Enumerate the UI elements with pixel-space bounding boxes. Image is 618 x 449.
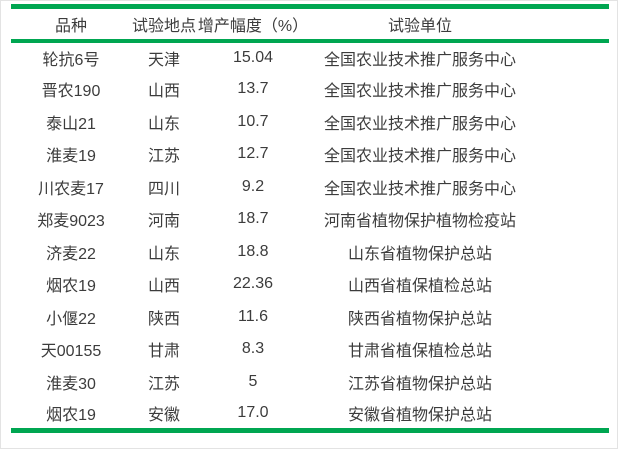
wheat-trial-results-table: 品种 试验地点 增产幅度（%） 试验单位 轮抗6号 天津 15.04 全国农业技术推广服务中… — [11, 4, 609, 433]
cell-yield_increase_pct: 10.7 — [237, 112, 269, 130]
table-row: 烟农19 安徽 17.0 安徽省植物保护总站 — [11, 398, 609, 431]
cell-yield_increase_pct: 22.36 — [232, 275, 274, 293]
table-row: 晋农190 山西 13.7 全国农业技术推广服务中心 — [11, 73, 609, 106]
cell-test_unit: 江苏省植物保护总站 — [347, 375, 492, 393]
cell-yield_increase_pct: 12.7 — [237, 145, 269, 163]
cell-variety: 烟农19 — [46, 407, 96, 424]
table-body: 轮抗6号 天津 15.04 全国农业技术推广服务中心 晋农190 山西 13.7 全国农业技术… — [11, 41, 609, 431]
cell-yield_increase_pct: 17.0 — [237, 404, 269, 421]
cell-test_unit: 全国农业技术推广服务中心 — [323, 148, 516, 166]
cell-variety: 淮麦30 — [46, 375, 96, 393]
cell-location: 山东 — [147, 115, 180, 133]
column-header-variety: 品种 — [11, 6, 131, 43]
cell-variety: 郑麦9023 — [37, 213, 105, 231]
cell-test_unit: 山西省植保植检总站 — [347, 278, 492, 296]
cell-yield_increase_pct: 18.7 — [237, 210, 269, 228]
cell-variety: 晋农190 — [41, 83, 101, 101]
cell-test_unit: 甘肃省植保植检总站 — [347, 343, 492, 361]
cell-location: 四川 — [147, 180, 180, 198]
cell-variety: 轮抗6号 — [42, 51, 100, 69]
table-row: 小偃22 陕西 11.6 陕西省植物保护总站 — [11, 301, 609, 334]
table-header-row: 品种 试验地点 增产幅度（%） 试验单位 — [11, 6, 609, 43]
results-table-container: 品种 试验地点 增产幅度（%） 试验单位 轮抗6号 天津 15.04 全国农业技术推广服务中… — [11, 4, 609, 433]
cell-test_unit: 河南省植物保护植物检疫站 — [323, 213, 516, 231]
table-row: 轮抗6号 天津 15.04 全国农业技术推广服务中心 — [11, 41, 609, 74]
cell-test_unit: 全国农业技术推广服务中心 — [323, 51, 516, 69]
column-header-yield_increase_pct: 增产幅度（%） — [197, 6, 309, 43]
cell-location: 天津 — [147, 51, 180, 69]
cell-location: 江苏 — [147, 375, 180, 393]
cell-location: 山西 — [147, 83, 180, 101]
cell-variety: 小偃22 — [46, 310, 96, 328]
column-header-test_unit: 试验单位 — [309, 6, 609, 43]
cell-variety: 天00155 — [40, 343, 102, 361]
table-row: 淮麦30 江苏 5 江苏省植物保护总站 — [11, 366, 609, 399]
cell-test_unit: 安徽省植物保护总站 — [347, 407, 492, 424]
cell-yield_increase_pct: 5 — [248, 372, 258, 390]
cell-variety: 济麦22 — [46, 245, 96, 263]
cell-yield_increase_pct: 15.04 — [232, 48, 274, 66]
cell-location: 山西 — [147, 278, 180, 296]
cell-location: 甘肃 — [147, 343, 180, 361]
cell-variety: 泰山21 — [46, 115, 96, 133]
cell-location: 河南 — [147, 213, 180, 231]
cell-test_unit: 陕西省植物保护总站 — [347, 310, 492, 328]
table-row: 淮麦19 江苏 12.7 全国农业技术推广服务中心 — [11, 138, 609, 171]
cell-test_unit: 全国农业技术推广服务中心 — [323, 83, 516, 101]
cell-yield_increase_pct: 13.7 — [237, 80, 269, 98]
table-header: 品种 试验地点 增产幅度（%） 试验单位 — [11, 6, 609, 43]
cell-location: 安徽 — [147, 407, 180, 424]
cell-variety: 淮麦19 — [46, 148, 96, 166]
column-header-location: 试验地点 — [131, 6, 197, 43]
cell-variety: 川农麦17 — [38, 180, 104, 198]
cell-test_unit: 山东省植物保护总站 — [347, 245, 492, 263]
cell-yield_increase_pct: 9.2 — [241, 177, 265, 195]
table-row: 泰山21 山东 10.7 全国农业技术推广服务中心 — [11, 106, 609, 139]
cell-yield_increase_pct: 18.8 — [237, 242, 269, 260]
cell-variety: 烟农19 — [46, 278, 96, 296]
cell-yield_increase_pct: 11.6 — [238, 307, 268, 325]
table-row: 烟农19 山西 22.36 山西省植保植检总站 — [11, 268, 609, 301]
cell-test_unit: 全国农业技术推广服务中心 — [323, 115, 516, 133]
table-row: 郑麦9023 河南 18.7 河南省植物保护植物检疫站 — [11, 203, 609, 236]
table-row: 天00155 甘肃 8.3 甘肃省植保植检总站 — [11, 333, 609, 366]
cell-location: 山东 — [147, 245, 180, 263]
cell-test_unit: 全国农业技术推广服务中心 — [323, 180, 516, 198]
table-row: 川农麦17 四川 9.2 全国农业技术推广服务中心 — [11, 171, 609, 204]
table-row: 济麦22 山东 18.8 山东省植物保护总站 — [11, 236, 609, 269]
cell-yield_increase_pct: 8.3 — [241, 340, 265, 358]
cell-location: 陕西 — [147, 310, 180, 328]
cell-location: 江苏 — [147, 148, 180, 166]
